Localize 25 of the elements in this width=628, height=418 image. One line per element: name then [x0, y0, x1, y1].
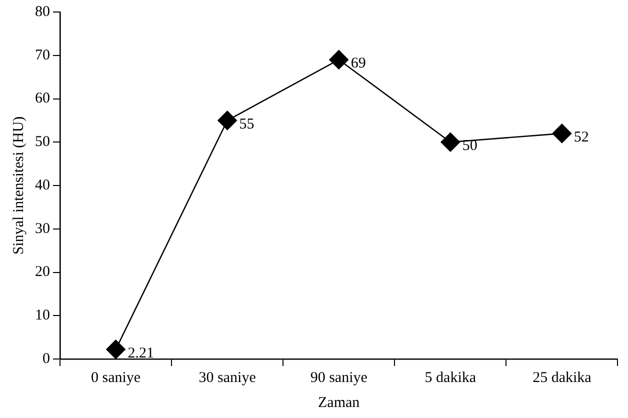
x-axis-title: Zaman	[318, 394, 360, 411]
y-tick-label: 50	[35, 134, 50, 150]
y-axis-title: Sinyal intensitesi (HU)	[10, 116, 27, 255]
point	[552, 124, 572, 144]
y-tick-label: 40	[35, 177, 50, 194]
y-tick-label: 80	[35, 4, 50, 20]
y-tick-label: 10	[35, 308, 50, 324]
point	[329, 50, 348, 70]
point	[106, 340, 126, 359]
data-label: 52	[574, 129, 589, 146]
data-label: 2.21	[128, 345, 154, 362]
y-tick-label: 30	[35, 220, 50, 237]
point	[440, 132, 460, 152]
x-tick-label: 30 saniye	[198, 370, 256, 386]
data-label: 55	[239, 116, 254, 132]
x-tick-label: 90 saniye	[310, 370, 368, 386]
x-tick-label: 5 dakika	[424, 370, 476, 386]
y-tick-label: 0	[42, 350, 50, 367]
y-tick-label: 60	[35, 90, 50, 107]
y-tick-label: 70	[35, 47, 50, 64]
x-tick-label: 0 saniye	[90, 370, 141, 386]
x-tick-label: 25 dakika	[532, 370, 592, 386]
y-tick-label: 20	[35, 264, 50, 280]
point	[218, 110, 237, 130]
data-label: 69	[350, 56, 366, 72]
